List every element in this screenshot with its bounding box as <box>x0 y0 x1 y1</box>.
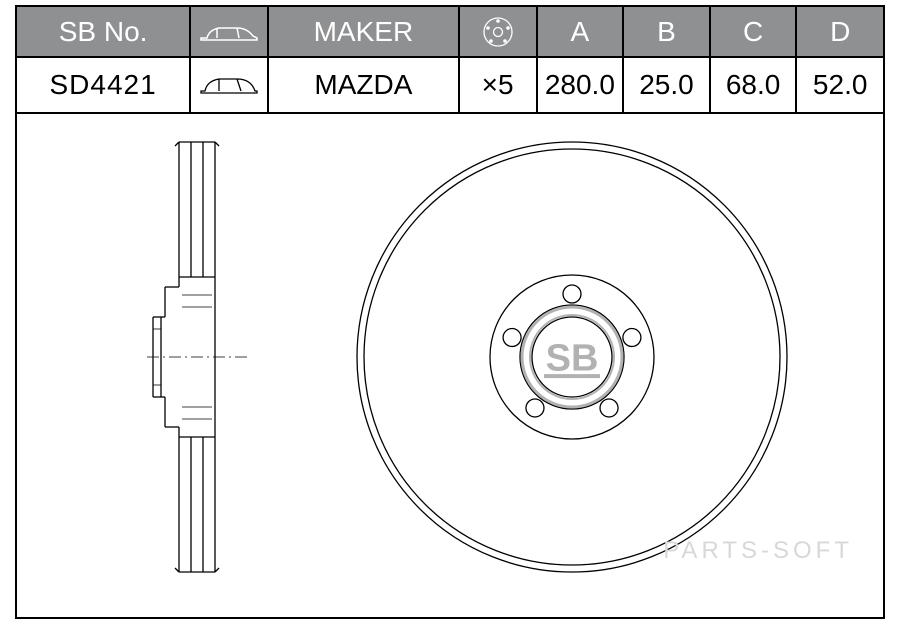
cell-a: 280.0 <box>537 57 624 113</box>
brake-rotor-diagram: SB <box>17 115 887 621</box>
spec-data-row: SD4421 MAZDA ×5 280.0 25.0 68.0 52.0 <box>17 57 883 113</box>
col-d-header: D <box>796 7 883 57</box>
cell-sbno: SD4421 <box>17 57 190 113</box>
svg-text:SB: SB <box>546 337 599 379</box>
cell-holes: ×5 <box>459 57 537 113</box>
diagram-area: SB <box>17 115 883 621</box>
spec-header-row: SB No. MAKER <box>17 7 883 57</box>
cell-d: 52.0 <box>796 57 883 113</box>
col-c-header: C <box>710 7 797 57</box>
car-sedan-icon <box>197 18 261 46</box>
car-hatch-icon <box>197 71 261 99</box>
bolt-pattern-icon <box>481 15 515 49</box>
spec-frame: SB No. MAKER <box>15 5 885 619</box>
col-sbno-header: SB No. <box>17 7 190 57</box>
spec-table: SB No. MAKER <box>17 7 883 114</box>
cell-maker: MAZDA <box>268 57 459 113</box>
cell-b: 25.0 <box>623 57 710 113</box>
cell-car-icon <box>190 57 268 113</box>
col-b-header: B <box>623 7 710 57</box>
cell-c: 68.0 <box>710 57 797 113</box>
col-car-icon-header <box>190 7 268 57</box>
col-a-header: A <box>537 7 624 57</box>
col-maker-header: MAKER <box>268 7 459 57</box>
col-holes-header <box>459 7 537 57</box>
